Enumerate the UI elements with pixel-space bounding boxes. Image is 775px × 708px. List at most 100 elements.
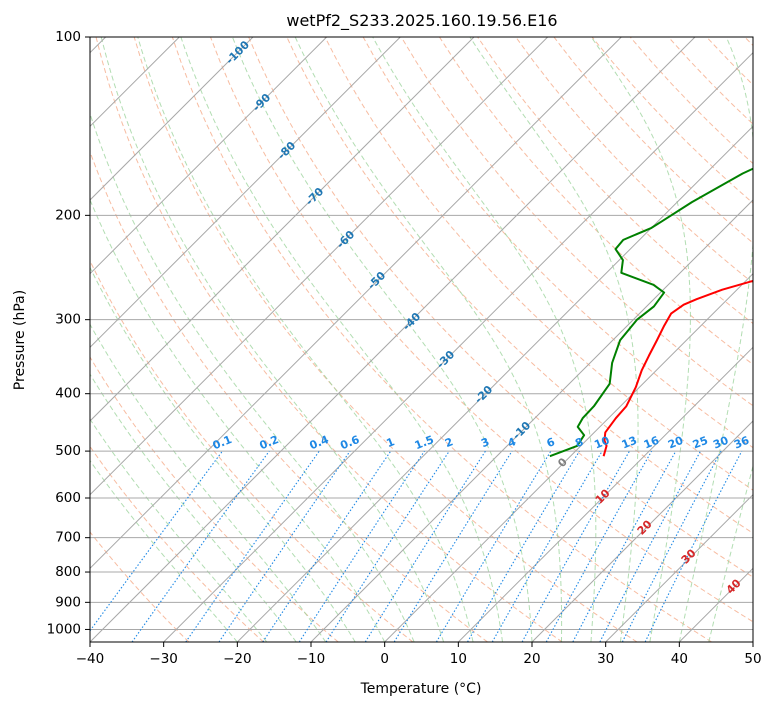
dry-adiabat-line <box>90 356 339 642</box>
y-tick-label: 1000 <box>47 621 81 637</box>
isotherm-line <box>90 37 622 570</box>
dry-adiabat-line <box>248 37 753 578</box>
dry-adiabat-line <box>324 37 753 491</box>
mixing-ratio-label: 1 <box>385 435 397 450</box>
x-tick-label: −10 <box>297 651 326 667</box>
dry-adiabat-line <box>133 37 638 642</box>
x-tick-label: 10 <box>450 651 467 667</box>
x-tick-label: 40 <box>671 651 688 667</box>
y-tick-label: 400 <box>55 386 81 402</box>
dry-adiabat-line <box>95 37 563 642</box>
moist-adiabat-line <box>678 37 753 642</box>
dry-adiabat-line <box>210 37 753 623</box>
mixing-ratio-lines <box>90 450 743 642</box>
mixing-ratio-line <box>545 450 653 642</box>
mixing-ratio-line <box>621 450 722 642</box>
y-tick-label: 900 <box>55 594 81 610</box>
dewpoint-profile-line <box>549 167 753 458</box>
isotherm-line <box>384 272 753 642</box>
mixing-ratio-label: 10 <box>592 434 611 452</box>
isotherm-line <box>90 37 401 349</box>
dry-adiabat-line <box>439 37 753 366</box>
moist-adiabat-line <box>137 37 474 642</box>
moist-adiabat-line <box>469 37 639 642</box>
temperature-profile-line <box>602 279 753 457</box>
dry-adiabat-line <box>90 445 264 642</box>
x-tick-label: −40 <box>76 651 105 667</box>
isotherms <box>90 37 753 642</box>
mixing-ratio-line <box>298 450 425 642</box>
y-tick-label: 100 <box>55 29 81 45</box>
y-axis-label: Pressure (hPa) <box>12 290 28 390</box>
x-tick-label: −30 <box>149 651 178 667</box>
mixing-ratio-label: 30 <box>711 434 730 452</box>
moist-adiabat-line <box>90 373 297 642</box>
isotherm-line <box>457 346 753 642</box>
isotherm-line <box>531 420 753 642</box>
mixing-ratio-line <box>521 450 630 642</box>
pressure-gridlines <box>90 37 753 630</box>
moist-adiabat-line <box>90 323 327 642</box>
dry-adiabat-line <box>171 37 712 642</box>
moist-adiabat-line <box>372 37 597 642</box>
moist-adiabat-line <box>708 464 753 642</box>
mixing-ratio-label: 2 <box>443 435 455 450</box>
moist-adiabat-line <box>100 37 445 642</box>
mixing-ratio-line <box>185 450 320 642</box>
y-tick-label: 200 <box>55 207 81 223</box>
dry-adiabat-line <box>400 37 753 407</box>
moist-adiabat-line <box>294 37 563 642</box>
mixing-ratio-label: 36 <box>732 434 751 452</box>
dry-adiabats <box>90 37 753 642</box>
mixing-ratio-label: 20 <box>666 434 685 452</box>
x-tick-label: 20 <box>523 651 540 667</box>
x-axis: −40 −30 −20 −10 0 10 20 30 40 50 <box>76 642 762 667</box>
moist-adiabat-line <box>180 37 504 642</box>
isotherm-line <box>90 37 328 275</box>
isotherm-line <box>163 51 753 642</box>
x-tick-label: 0 <box>380 651 389 667</box>
y-tick-label: 700 <box>55 530 81 546</box>
mixing-ratio-line <box>599 450 702 642</box>
chart-title: wetPf2_S233.2025.160.19.56.E16 <box>286 11 557 31</box>
mixing-ratio-line <box>131 450 270 642</box>
moist-adiabat-line <box>590 37 691 642</box>
isotherm-line <box>90 37 696 642</box>
mixing-ratio-label: 16 <box>642 434 661 452</box>
moist-adiabat-line <box>90 198 386 642</box>
isotherm-line <box>90 37 475 422</box>
x-tick-label: −20 <box>223 651 252 667</box>
mixing-ratio-line <box>435 450 552 642</box>
mixing-ratio-line <box>90 450 223 632</box>
mixing-ratio-line <box>262 450 392 642</box>
dry-adiabat-line <box>90 150 488 642</box>
mixing-ratio-label: 13 <box>620 434 639 452</box>
y-tick-label: 500 <box>55 443 81 459</box>
moist-adiabat-line <box>90 459 238 642</box>
y-axis: 1000 900 800 700 600 500 400 300 200 100 <box>47 29 90 637</box>
mixing-ratio-line <box>393 450 513 642</box>
mixing-ratio-line <box>644 450 743 642</box>
plot-frame <box>89 36 754 643</box>
moist-adiabat-line <box>90 266 356 642</box>
mixing-ratio-line <box>572 450 677 642</box>
moist-adiabat-line <box>231 37 533 642</box>
moist-adiabats <box>90 37 753 642</box>
x-tick-label: 50 <box>744 651 761 667</box>
isotherm-line <box>236 125 753 642</box>
profile-series <box>549 167 753 458</box>
mixing-ratio-label: 3 <box>479 435 491 450</box>
dry-adiabat-line <box>90 531 190 642</box>
y-tick-label: 800 <box>55 564 81 580</box>
y-tick-label: 600 <box>55 490 81 506</box>
isotherm-line <box>90 37 549 496</box>
isotherm-line <box>90 37 254 201</box>
isotherm-line <box>605 493 753 642</box>
mixing-ratio-line <box>218 450 351 642</box>
x-tick-label: 30 <box>597 651 614 667</box>
mixing-ratio-label: 8 <box>573 435 585 450</box>
y-tick-label: 300 <box>55 312 81 328</box>
mixing-ratio-line <box>364 450 486 642</box>
